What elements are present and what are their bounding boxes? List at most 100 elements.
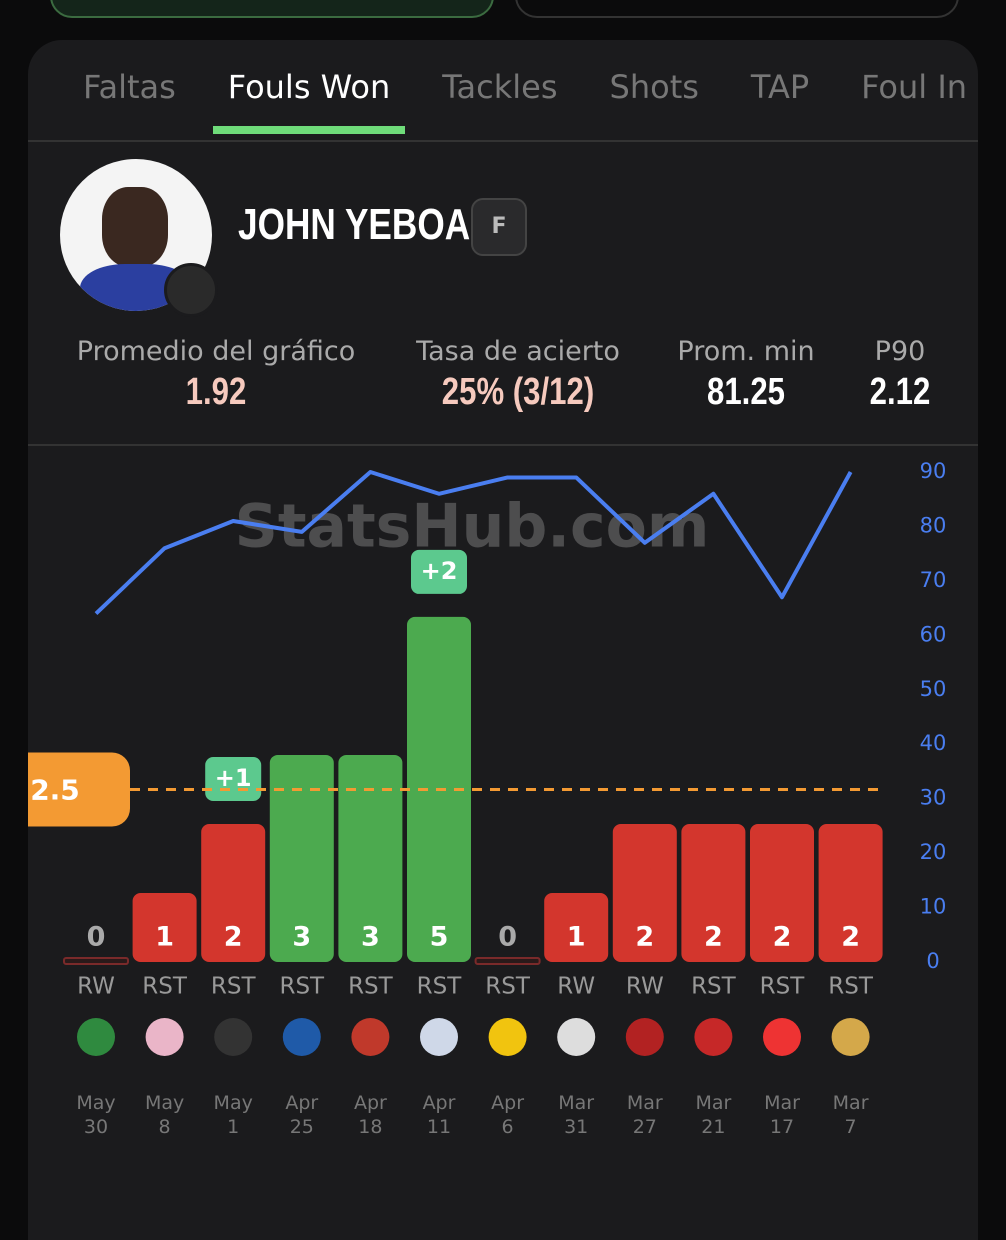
y2-tick-label: 20: [920, 840, 947, 864]
bar-value-label: 5: [430, 922, 449, 953]
position-label: RST: [828, 974, 874, 1000]
y2-tick-label: 40: [920, 731, 947, 755]
chart: StatsHub.com 01020304050607080900RW1RST2…: [28, 459, 947, 1056]
bar-value-label: 0: [498, 922, 517, 953]
bar: [544, 892, 609, 962]
team-flag: [763, 1018, 801, 1056]
position-label: RST: [760, 974, 806, 1000]
stat: Prom. min 81.25: [677, 336, 814, 414]
position-label: RST: [348, 974, 394, 1000]
team-flag: [214, 1018, 253, 1056]
date-label: Mar 7: [832, 1092, 869, 1138]
stat-label: Prom. min: [677, 336, 815, 367]
position-label: RW: [557, 974, 595, 1000]
team-flag: [351, 1018, 390, 1056]
stat-value: 2.12: [869, 371, 931, 413]
date-label: Apr 11: [422, 1092, 456, 1138]
badge-label: +2: [421, 557, 458, 585]
bar: [63, 957, 129, 965]
tab[interactable]: Shots: [609, 68, 699, 106]
bar: [338, 754, 403, 962]
date-label: May 8: [144, 1092, 185, 1138]
y2-tick-label: 30: [920, 786, 947, 810]
stat-label: Promedio del gráfico: [76, 336, 356, 367]
stat-label: Tasa de acierto: [416, 336, 620, 367]
team-flag: [488, 1018, 527, 1056]
tab[interactable]: TAP: [750, 68, 810, 106]
team-flag: [694, 1018, 733, 1056]
y2-tick-label: 60: [920, 622, 947, 646]
team-flag: [77, 1018, 115, 1056]
team-flag: [145, 1018, 184, 1056]
date-label: Mar 27: [626, 1092, 663, 1138]
bar-value-label: 2: [704, 922, 723, 953]
bar-value-label: 0: [87, 922, 106, 953]
bar-value-label: 2: [773, 922, 792, 953]
bar-value-label: 2: [224, 922, 243, 953]
team-flag: [282, 1018, 321, 1056]
divider: [28, 444, 978, 446]
minutes-line: [94, 470, 853, 616]
stat: Promedio del gráfico 1.92: [77, 336, 355, 414]
badge-label: +1: [215, 764, 252, 792]
bar: [269, 754, 334, 962]
y2-tick-label: 0: [926, 949, 939, 973]
date-label: May 30: [76, 1092, 116, 1138]
bar: [201, 823, 266, 962]
tab-bar: Faltas Fouls Won Tackles Shots TAP Foul In: [68, 68, 978, 134]
stat: P90 2.12: [863, 336, 937, 414]
stat-value: 81.25: [707, 371, 785, 413]
position-label: RW: [626, 974, 664, 1000]
bar: [132, 892, 197, 962]
date-label: Mar 21: [695, 1092, 732, 1138]
team-flag: [420, 1018, 458, 1056]
position-badge: F: [471, 198, 527, 256]
stat-value: 25% (3/12): [441, 371, 595, 413]
date-label: Mar 31: [558, 1092, 595, 1138]
team-flag: [557, 1018, 596, 1056]
team-flag: [625, 1018, 664, 1056]
face: [102, 187, 168, 267]
stat-value: 1.92: [185, 371, 247, 413]
bar-value-label: 3: [361, 922, 380, 953]
page: Faltas Fouls Won Tackles Shots TAP Foul In JO…: [28, 0, 978, 1240]
y2-tick-label: 90: [920, 459, 947, 483]
tab[interactable]: Fouls Won: [212, 68, 406, 134]
bar: [818, 823, 883, 962]
stat-label: P90: [874, 336, 926, 367]
stat: Tasa de acierto 25% (3/12): [416, 336, 620, 414]
position-label: RST: [211, 974, 257, 1000]
threshold-box: [28, 752, 130, 827]
bar-value-label: 3: [292, 922, 311, 953]
bar: [681, 823, 746, 962]
position-label: RST: [279, 974, 325, 1000]
date-label: Apr 25: [285, 1092, 319, 1138]
tab[interactable]: Foul In: [861, 68, 968, 106]
position-label: RST: [485, 974, 531, 1000]
bar-value-label: 2: [841, 922, 860, 953]
y2-tick-label: 50: [920, 677, 947, 701]
tab[interactable]: Tackles: [442, 68, 558, 106]
tab[interactable]: Faltas: [83, 68, 176, 106]
y2-tick-label: 10: [920, 895, 947, 919]
threshold-label: 2.5: [30, 773, 80, 806]
bar-value-label: 1: [155, 922, 174, 953]
badge: [411, 549, 467, 594]
player-name: JOHN YEBOAH: [238, 200, 496, 249]
position-label: RST: [417, 974, 463, 1000]
bar-value-label: 1: [567, 922, 586, 953]
divider: [28, 140, 978, 142]
bar-value-label: 2: [635, 922, 654, 953]
date-label: Apr 18: [353, 1092, 387, 1138]
club-badge: [164, 263, 218, 317]
bar: [474, 957, 541, 965]
bar: [612, 823, 677, 962]
date-label: Mar 17: [764, 1092, 800, 1138]
team-flag: [831, 1018, 870, 1056]
bar: [750, 823, 814, 962]
position-label: RW: [77, 974, 115, 1000]
position-label: RST: [142, 974, 188, 1000]
date-label: Apr 6: [491, 1092, 525, 1138]
y2-tick-label: 80: [920, 513, 947, 537]
position-label: RST: [691, 974, 737, 1000]
